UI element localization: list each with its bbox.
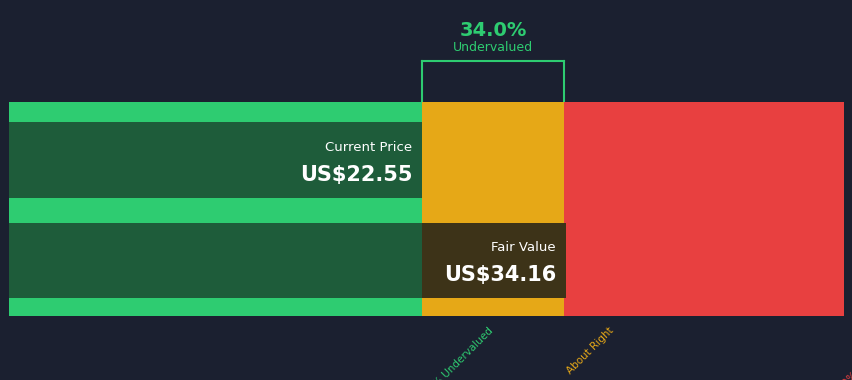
Text: 34.0%: 34.0% [459, 21, 527, 40]
Bar [9, 223, 422, 298]
Text: US$22.55: US$22.55 [299, 165, 412, 185]
Text: US$34.16: US$34.16 [443, 265, 556, 285]
Text: 20% Overvalued: 20% Overvalued [835, 325, 852, 380]
Text: Fair Value: Fair Value [491, 241, 556, 254]
Bar [9, 298, 422, 316]
Bar [422, 223, 564, 298]
Bar [9, 122, 422, 198]
Bar [9, 198, 422, 223]
Bar [422, 223, 566, 298]
Bar [564, 223, 843, 298]
Bar [9, 102, 422, 122]
Text: Current Price: Current Price [325, 141, 412, 154]
Text: Undervalued: Undervalued [452, 41, 532, 54]
Bar [564, 122, 843, 198]
Bar [564, 102, 843, 122]
Bar [564, 298, 843, 316]
Bar [422, 102, 564, 122]
Bar [422, 198, 564, 223]
Bar [422, 298, 564, 316]
Text: About Right: About Right [564, 325, 614, 376]
Text: 20% Undervalued: 20% Undervalued [422, 325, 494, 380]
Bar [422, 122, 564, 198]
Bar [564, 198, 843, 223]
